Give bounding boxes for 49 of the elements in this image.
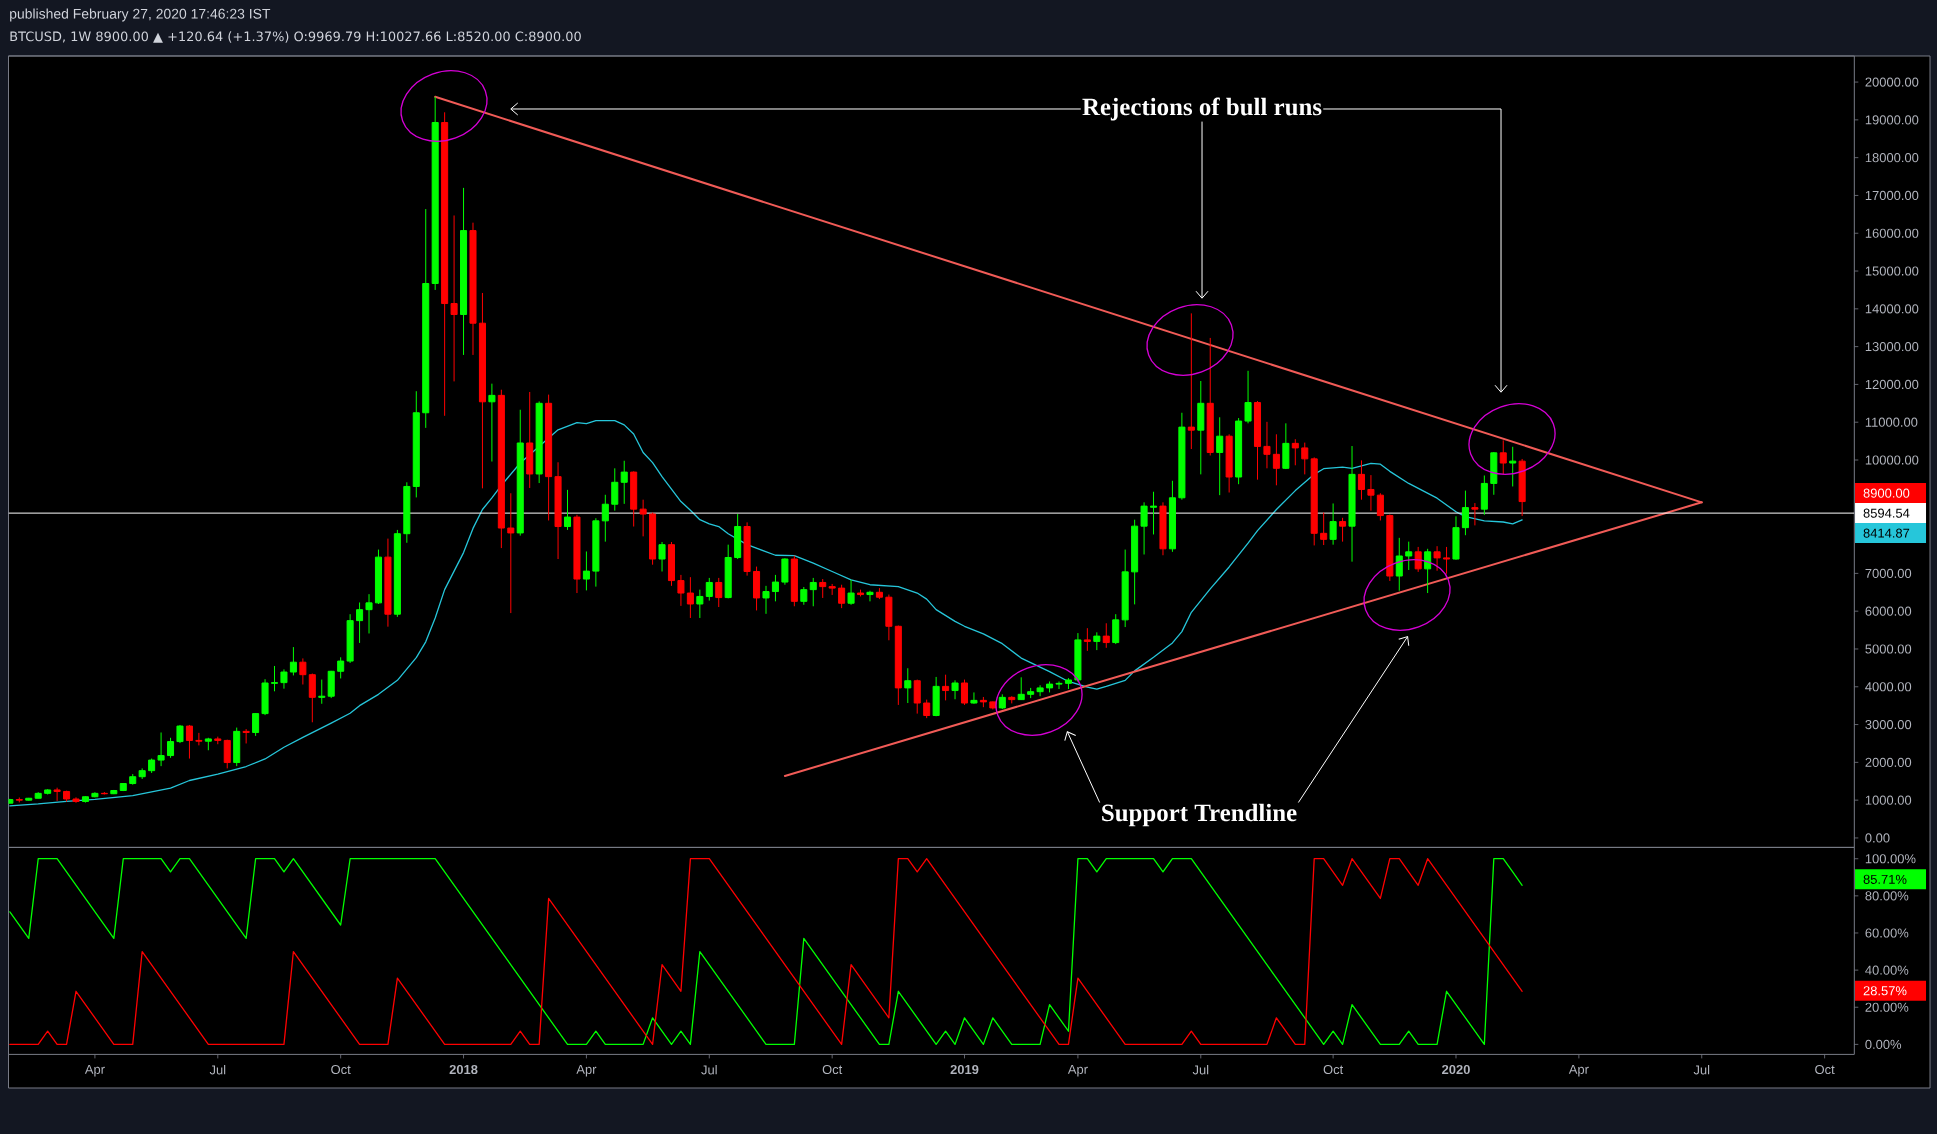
y-tick-label: 0.00 [1865, 833, 1890, 843]
y-tick-label: 7000.00 [1865, 568, 1912, 578]
text: 8900.00 [1863, 488, 1910, 498]
x-tick-label: 2019 [950, 1064, 979, 1075]
x-tick-label: Apr [576, 1064, 597, 1077]
y-tick-label: 60.00% [1865, 928, 1909, 938]
y-tick-label: 20.00% [1865, 1002, 1909, 1012]
text: 8414.87 [1863, 528, 1910, 538]
text: 28.57% [1863, 986, 1907, 996]
x-tick-label: 2020 [1442, 1064, 1470, 1075]
text: 85.71% [1863, 874, 1907, 884]
x-tick-label: Jul [701, 1064, 717, 1075]
x-tick-label: Oct [822, 1064, 843, 1075]
x-tick-label: Apr [84, 1064, 105, 1077]
y-tick-label: 4000.00 [1865, 682, 1912, 692]
y-tick-label: 80.00% [1865, 891, 1909, 901]
y-tick-label: 11000.00 [1865, 417, 1918, 427]
y-tick-label: 19000.00 [1865, 115, 1919, 125]
x-tick-label: Apr [1067, 1064, 1088, 1077]
y-tick-label: 12000.00 [1865, 379, 1919, 389]
y-tick-label: 6000.00 [1865, 606, 1912, 616]
chart-subtitle: BTCUSD, 1W 8900.00 ▲ +120.64 (+1.37%) O:9969.79 H:10027.66 L:8520.00 C:8900.00 [10, 31, 581, 43]
y-tick-label: 0.00% [1865, 1039, 1902, 1049]
y-tick-label: 20000.00 [1865, 77, 1919, 87]
y-tick-label: 40.00% [1865, 965, 1909, 975]
x-tick-label: Jul [1192, 1064, 1209, 1075]
y-tick-label: 15000.00 [1865, 266, 1919, 276]
y-tick-label: 17000.00 [1865, 190, 1919, 201]
x-tick-label: Apr [1568, 1064, 1589, 1077]
y-tick-label: 5000.00 [1865, 644, 1912, 654]
y-tick-label: 1000.00 [1865, 795, 1912, 805]
x-tick-label: Oct [1323, 1064, 1344, 1075]
x-tick-label: Oct [331, 1064, 351, 1075]
y-tick-label: 10000.00 [1865, 455, 1919, 465]
y-tick-label: 100.00% [1865, 854, 1916, 864]
y-tick-label: 13000.00 [1865, 342, 1919, 352]
ref-line-label: 8594.54 [1863, 508, 1910, 518]
y-tick-label: 18000.00 [1865, 153, 1919, 163]
x-tick-label: Jul [1693, 1064, 1710, 1075]
y-tick-label: 2000.00 [1865, 757, 1912, 767]
x-tick-label: Oct [1815, 1064, 1835, 1075]
x-tick-label: 2018 [449, 1064, 478, 1075]
annotation: Support Trendline [1102, 803, 1297, 827]
x-tick-label: Jul [209, 1064, 226, 1075]
annotation: Rejections of bull runs [1082, 97, 1322, 121]
y-tick-label: 14000.00 [1865, 304, 1919, 314]
y-tick-label: 3000.00 [1865, 719, 1912, 730]
chart-title: published February 27, 2020 17:46:23 IST [10, 8, 271, 22]
y-tick-label: 16000.00 [1865, 228, 1919, 238]
